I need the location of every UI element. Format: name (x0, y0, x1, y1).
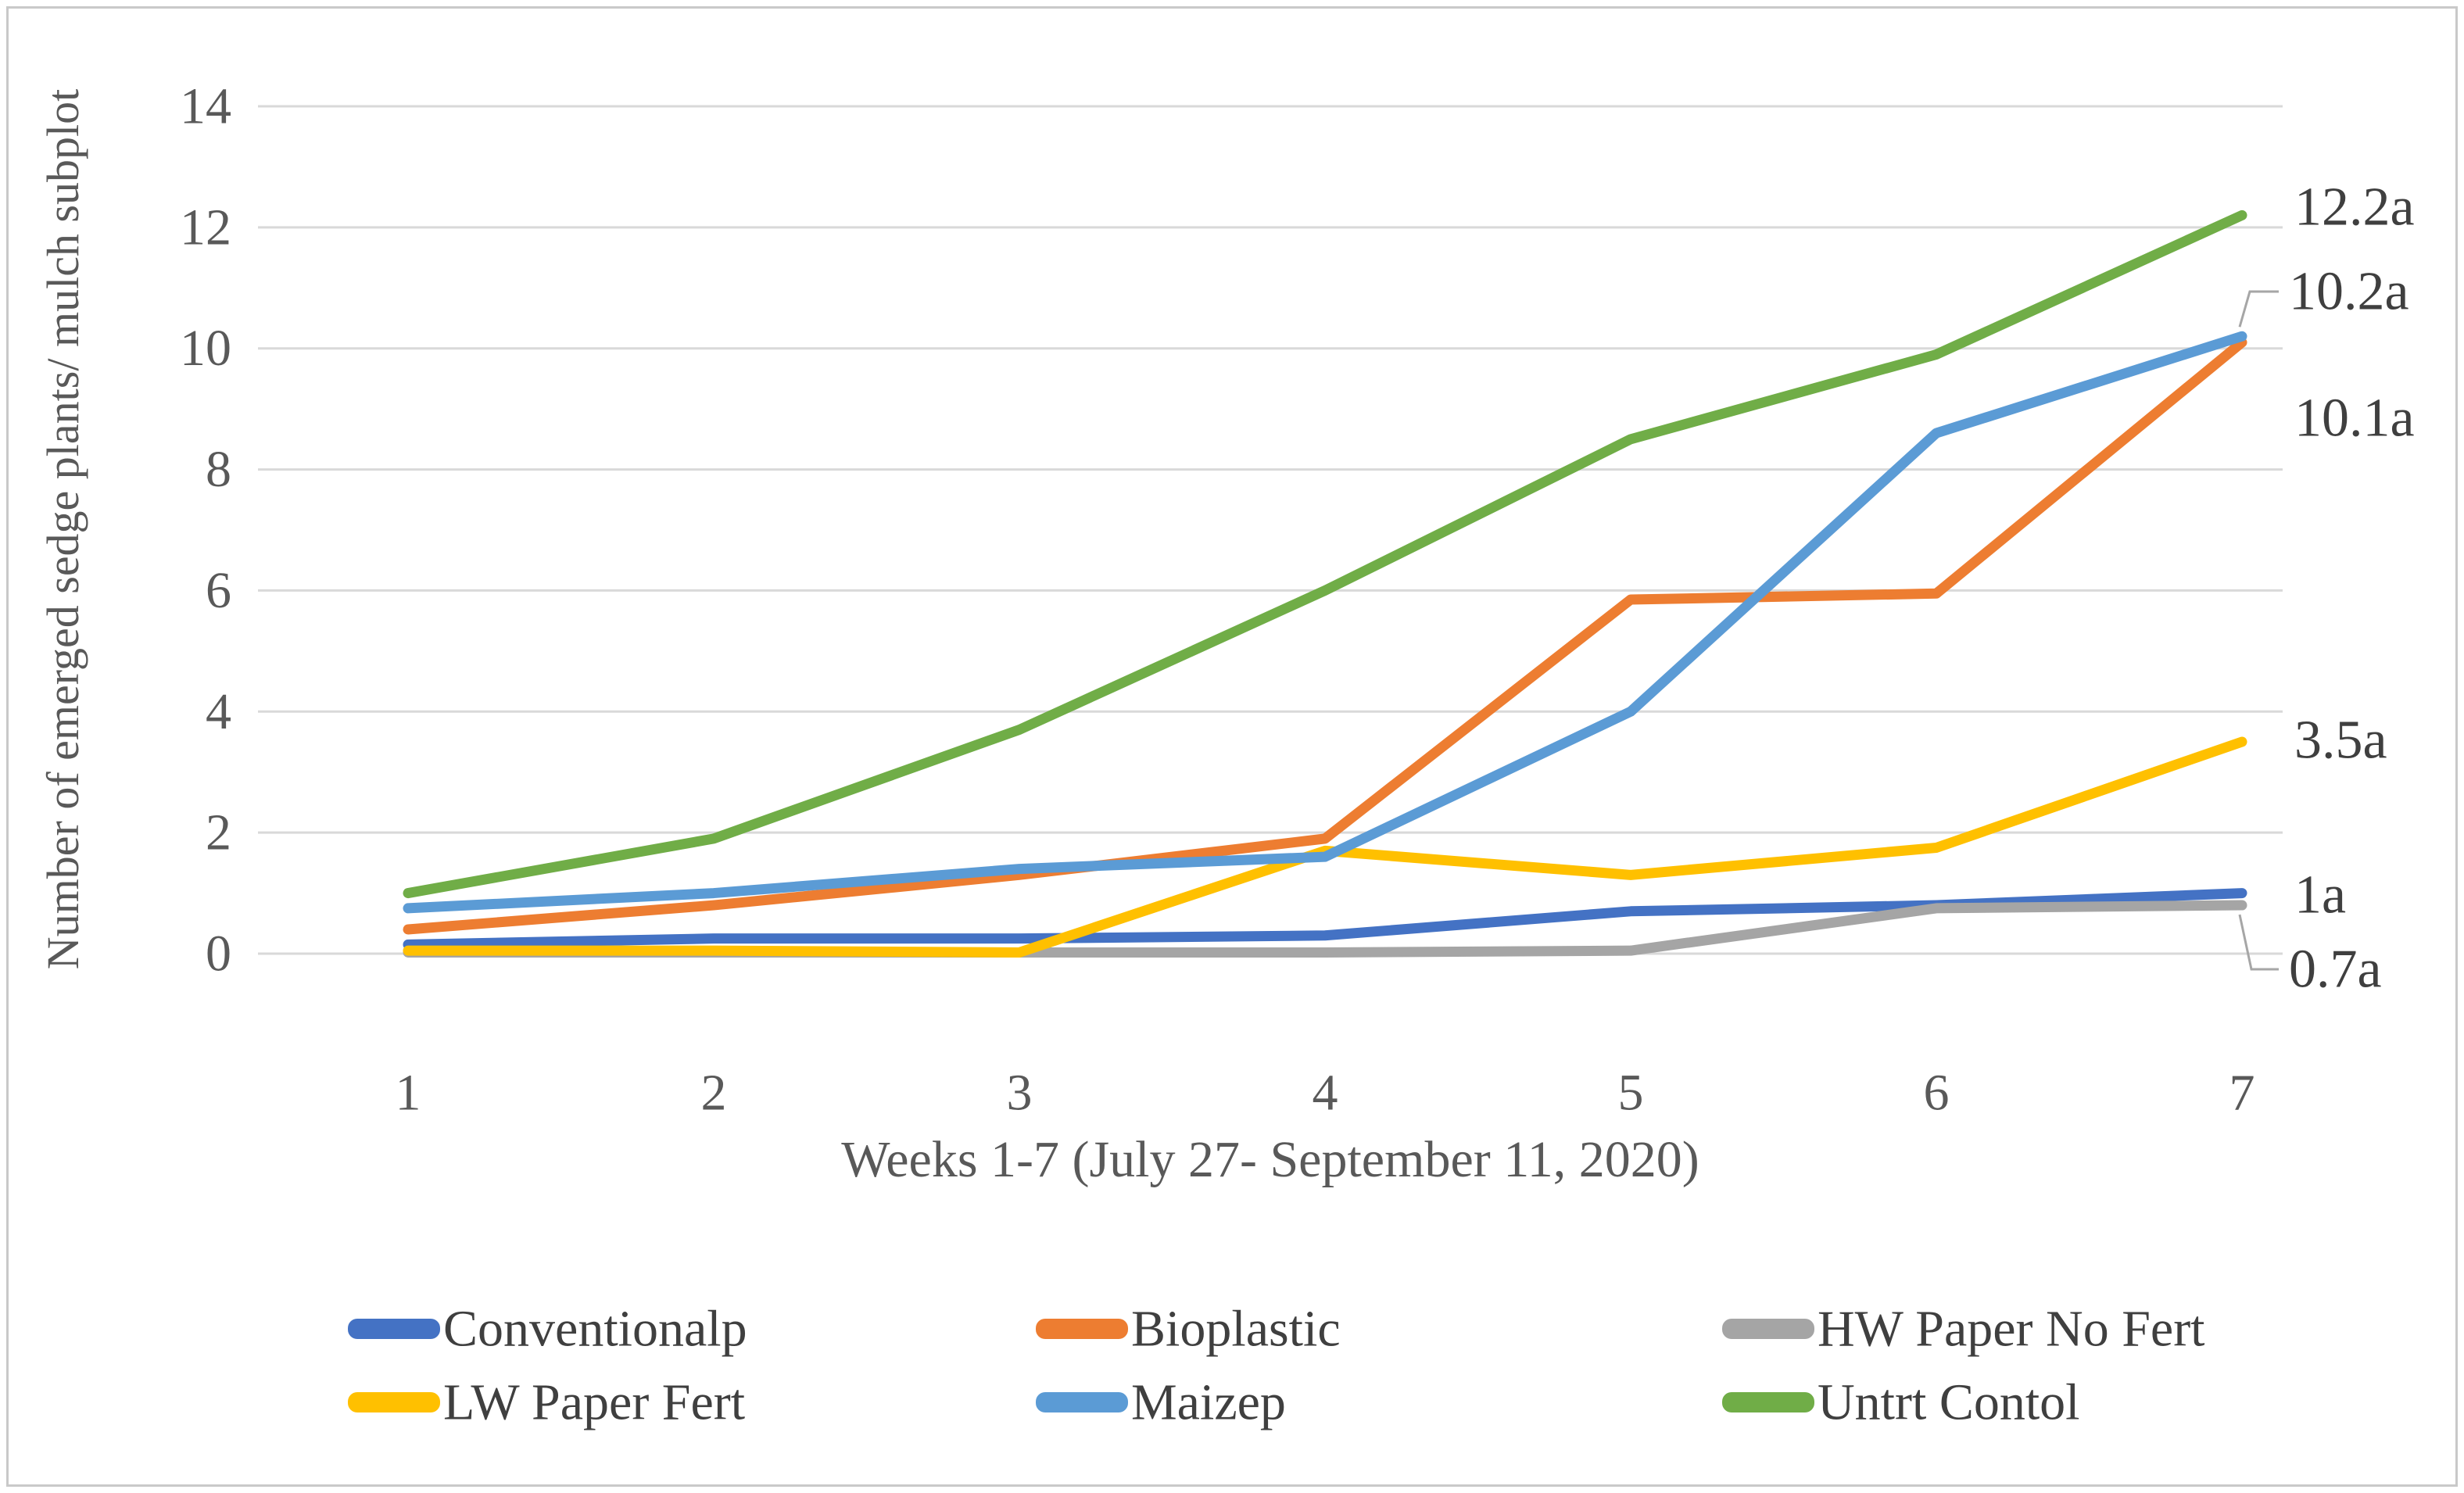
y-tick-label-8: 8 (206, 441, 231, 498)
end-label-untrt-contol: 12.2a (2294, 177, 2415, 238)
legend-swatch-conventionalp (348, 1319, 440, 1339)
legend-label-conventionalp: Conventionalp (443, 1301, 747, 1358)
legend-item-conventionalp: Conventionalp (348, 1301, 747, 1358)
end-label-lw-paper-fert: 3.5a (2294, 711, 2387, 771)
series-line-untrt-contol (403, 209, 2247, 899)
leader-line-hw-paper-no-fert (2238, 914, 2279, 971)
x-tick-label-5: 5 (1618, 1065, 1644, 1122)
legend-item-bioplastic: Bioplastic (1036, 1301, 1341, 1358)
legend-swatch-hw-paper-no-fert (1722, 1319, 1814, 1339)
x-tick-label-7: 7 (2229, 1065, 2255, 1122)
legend-swatch-untrt-contol (1722, 1392, 1814, 1412)
x-tick-label-3: 3 (1007, 1065, 1033, 1122)
x-tick-label-6: 6 (1924, 1065, 1950, 1122)
legend-item-untrt-contol: Untrt Contol (1722, 1374, 2080, 1431)
legend-item-hw-paper-no-fert: HW Paper No Fert (1722, 1301, 2205, 1358)
series-lines (403, 209, 2247, 958)
x-tick-label-4: 4 (1313, 1065, 1338, 1122)
x-tick-label-2: 2 (701, 1065, 727, 1122)
legend: Conventionalp Bioplastic HW Paper No Fert L… (348, 1301, 2205, 1431)
end-label-maizep: 10.2a (2289, 262, 2409, 322)
legend-label-untrt-contol: Untrt Contol (1818, 1374, 2080, 1431)
series-line-maizep (403, 331, 2247, 914)
y-tick-label-10: 10 (180, 320, 231, 377)
x-tick-label-1: 1 (396, 1065, 421, 1122)
y-tick-label-4: 4 (206, 683, 231, 740)
legend-swatch-bioplastic (1036, 1319, 1128, 1339)
legend-item-maizep: Maizep (1036, 1374, 1286, 1431)
legend-swatch-maizep (1036, 1392, 1128, 1412)
end-label-conventionalp: 1a (2294, 865, 2346, 926)
x-axis-title: Weeks 1-7 (July 27- September 11, 2020) (841, 1131, 1699, 1188)
legend-label-hw-paper-no-fert: HW Paper No Fert (1818, 1301, 2205, 1358)
series-line-bioplastic (403, 337, 2247, 935)
y-tick-label-14: 14 (180, 78, 231, 135)
leader-line-maizep (2238, 290, 2279, 328)
legend-swatch-lw-paper-fert (348, 1392, 440, 1412)
end-label-hw-paper-no-fert: 0.7a (2289, 940, 2382, 1000)
gridlines (258, 105, 2283, 955)
y-axis-title: Number of emerged sedge plants/ mulch su… (38, 89, 88, 969)
legend-label-bioplastic: Bioplastic (1131, 1301, 1341, 1358)
y-tick-label-6: 6 (206, 562, 231, 619)
y-tick-label-0: 0 (206, 926, 231, 983)
legend-label-maizep: Maizep (1131, 1374, 1286, 1431)
label-leader-lines (2238, 290, 2279, 971)
legend-label-lw-paper-fert: LW Paper Fert (443, 1374, 745, 1431)
series-line-conventionalp (403, 888, 2247, 950)
series-line-lw-paper-fert (403, 736, 2247, 958)
y-tick-label-2: 2 (206, 804, 231, 861)
end-label-bioplastic: 10.1a (2294, 388, 2415, 449)
legend-item-lw-paper-fert: LW Paper Fert (348, 1374, 745, 1431)
y-tick-label-12: 12 (180, 199, 231, 256)
